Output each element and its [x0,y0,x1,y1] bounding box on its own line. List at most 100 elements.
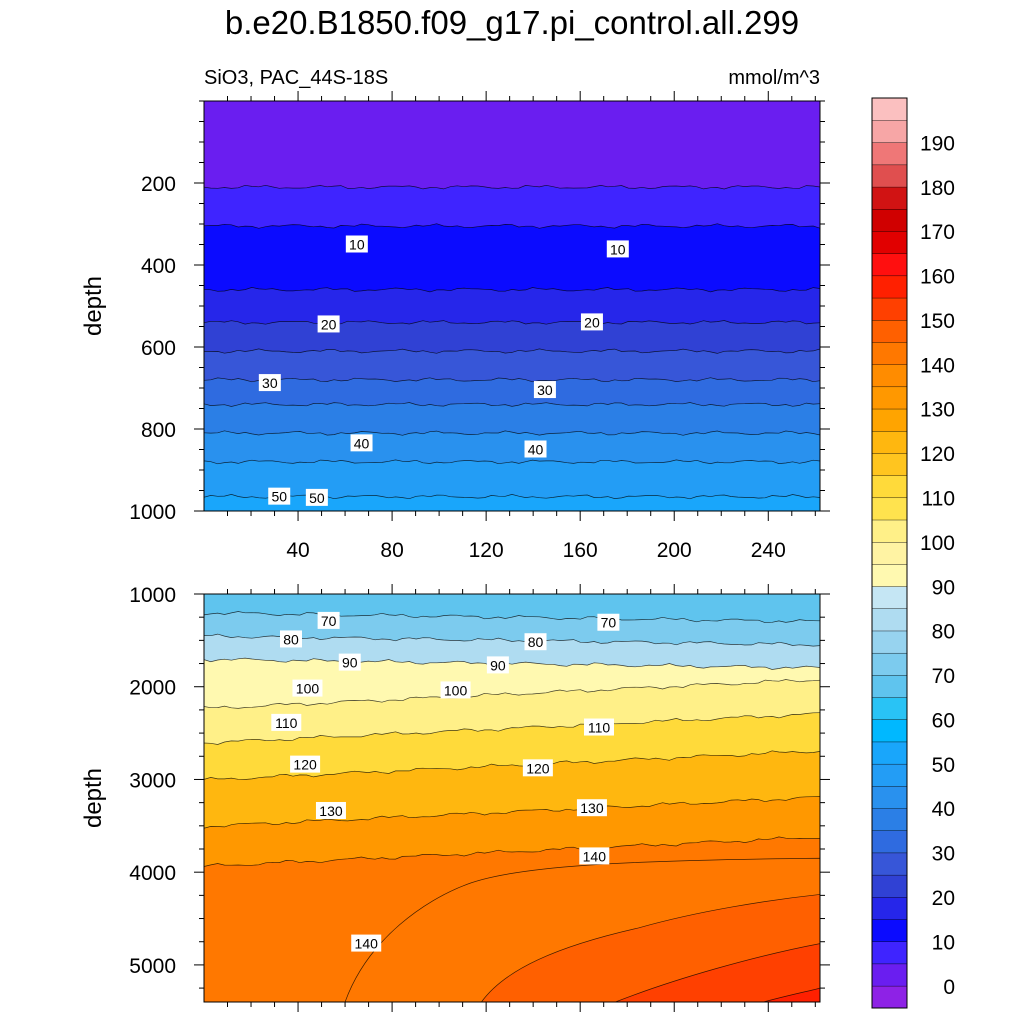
colorbar-swatch [871,963,908,987]
contour-label: 80 [528,634,544,650]
contour-label-box [524,440,547,458]
contour-label: 140 [583,848,607,864]
colorbar-swatch [871,364,908,388]
contour-label-group: 110 [583,718,614,736]
y-tick-label: 1000 [129,501,176,524]
colorbar-swatch [871,186,908,210]
chart-title: b.e20.B1850.f09_g17.pi_control.all.299 [224,4,800,41]
colorbar-label: 30 [932,843,955,866]
contour-label: 120 [293,757,317,773]
contour-label-group: 80 [279,630,302,648]
contour-label-group: 40 [524,440,547,458]
contour-label: 130 [319,803,343,819]
contour-line-40 [204,430,820,436]
colorbar-swatch [871,985,908,1009]
colorbar-swatch [871,697,908,720]
contour-label-group: 90 [338,653,361,671]
contour-label-box [305,488,328,506]
contour-label: 20 [584,314,600,330]
contour-label-box [271,713,302,731]
contour-label-box [351,934,382,952]
contour-line-15 [204,287,820,293]
contour-label-group: 70 [317,611,340,629]
contour-line-90 [204,657,820,670]
colorbar: 0 10 20 30 40 50 60 70 80 90 100 110 120 130 140 150 160… [871,97,955,1009]
x-tick-label: 200 [657,539,692,562]
contour-line-120 [204,750,820,780]
contour-line-80 [204,633,820,647]
contour-label: 80 [283,631,299,647]
colorbar-swatch [871,408,908,432]
contour-label-box [580,313,603,331]
contour-line-45 [204,459,820,465]
contour-label-box [606,240,629,258]
colorbar-swatch [871,941,908,965]
contour-label-box [290,755,321,773]
colorbar-label: 150 [920,310,955,333]
contour-line-25 [204,348,820,354]
contour-label-group: 70 [597,613,620,631]
colorbar-label: 140 [920,354,955,377]
x-tick-label: 240 [751,539,786,562]
contour-line-110 [204,712,820,745]
contour-label-group: 20 [317,315,340,333]
y-tick-label: 200 [141,173,176,196]
colorbar-swatch [871,919,908,942]
contour-label: 70 [321,613,337,629]
contour-label-box [350,434,373,452]
colorbar-label: 50 [932,754,955,777]
colorbar-label: 0 [943,976,955,999]
colorbar-label: 190 [920,132,955,155]
colorbar-swatch [871,164,908,188]
colorbar-label: 60 [932,709,955,732]
contour-line-5 [204,184,820,190]
y-tick-label: 600 [141,337,176,360]
contour-band-50 [204,494,820,511]
contour-label: 10 [610,241,626,257]
contour-band-155 [615,943,820,1002]
colorbar-swatch [871,763,908,787]
colorbar-swatch [871,808,908,831]
upper-contour-panel: 10 10 20 20 30 30 40 40 50 50 200 400 600 800 1000 40 80… [80,91,830,562]
colorbar-swatch [871,319,908,343]
x-tick-label: 40 [286,539,309,562]
contour-label-box [338,653,361,671]
contour-label: 140 [355,936,379,952]
contour-line-20 [204,320,820,325]
colorbar-swatch [871,475,908,499]
contour-label: 120 [526,760,550,776]
colorbar-label: 180 [920,177,955,200]
contour-label-group: 10 [606,240,629,258]
colorbar-swatch [871,230,908,254]
contour-label: 30 [537,382,553,398]
contour-label-group: 120 [522,759,553,777]
contour-label-group: 30 [258,374,281,392]
contour-label-group: 100 [440,681,471,699]
y-axis-label: depth [80,768,107,828]
colorbar-label: 170 [920,221,955,244]
contour-line-35 [204,402,820,407]
contour-label-box [597,613,620,631]
contour-label-group: 130 [315,801,346,819]
contour-fill-group [204,594,820,1002]
contour-label-group: 10 [345,235,368,253]
colorbar-swatch [871,830,908,854]
colorbar-label: 110 [922,488,955,511]
contour-label-box [345,235,368,253]
contour-label-group: 50 [305,488,328,506]
y-tick-label: 2000 [129,677,176,700]
colorbar-swatch [871,119,908,143]
y-tick-label: 5000 [129,955,176,978]
y-tick-label: 400 [141,255,176,278]
contour-label-box [533,381,556,399]
contour-label-group: 40 [350,434,373,452]
contour-label-group: 140 [351,934,382,952]
contour-fill-group [204,101,820,511]
y-axis-label: depth [80,276,107,336]
colorbar-swatch [871,652,908,676]
contour-label: 40 [528,442,544,458]
colorbar-swatch [871,563,908,587]
contour-line-30 [204,377,820,383]
colorbar-label: 160 [920,266,955,289]
colorbar-swatch [871,586,908,609]
